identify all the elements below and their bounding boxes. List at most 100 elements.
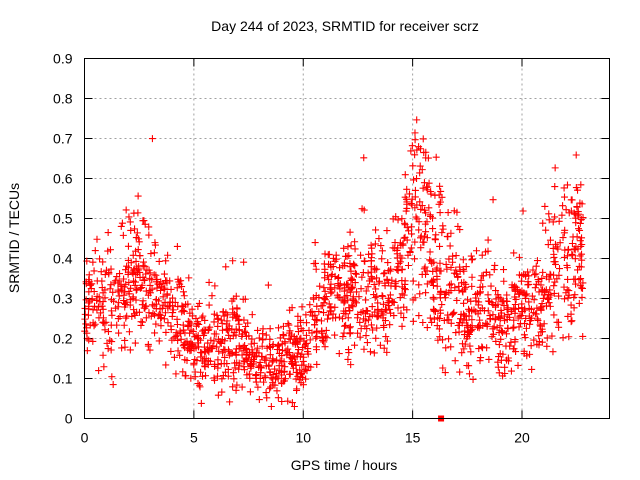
data-point <box>294 372 302 380</box>
data-point <box>370 280 378 288</box>
data-point <box>145 309 153 317</box>
data-point <box>178 308 186 316</box>
data-point <box>131 339 139 347</box>
data-point <box>411 136 419 144</box>
data-point <box>188 312 196 320</box>
data-point <box>169 302 177 310</box>
data-point <box>195 343 203 351</box>
data-point <box>453 208 461 216</box>
data-point <box>329 254 337 262</box>
data-point <box>190 361 198 369</box>
data-point <box>438 301 446 309</box>
data-point <box>342 252 350 260</box>
data-point <box>426 256 434 264</box>
data-point <box>340 329 348 337</box>
data-point <box>452 266 460 274</box>
data-point <box>400 314 408 322</box>
data-point <box>293 334 301 342</box>
data-point <box>524 268 532 276</box>
data-point <box>367 263 375 271</box>
data-point <box>364 283 372 291</box>
data-point <box>465 305 473 313</box>
data-point <box>167 285 175 293</box>
data-point <box>254 326 262 334</box>
data-point <box>118 219 126 227</box>
y-axis-label: SRMTID / TECUs <box>6 183 22 293</box>
data-point <box>530 296 538 304</box>
data-point <box>503 305 511 313</box>
data-point <box>293 387 301 395</box>
data-point <box>365 250 373 258</box>
data-point <box>380 344 388 352</box>
data-point <box>354 310 362 318</box>
data-point <box>214 322 222 330</box>
data-point <box>325 250 333 258</box>
data-point <box>409 296 417 304</box>
data-point <box>155 257 163 265</box>
data-point <box>220 345 228 353</box>
data-point <box>218 375 226 383</box>
data-point <box>351 245 359 253</box>
data-point <box>542 226 550 234</box>
data-point <box>188 305 196 313</box>
data-point <box>510 249 518 257</box>
data-point <box>340 297 348 305</box>
data-point <box>312 259 320 267</box>
data-point <box>145 223 153 231</box>
data-point <box>250 353 258 361</box>
data-point <box>325 276 333 284</box>
data-point <box>176 327 184 335</box>
data-point <box>556 265 564 273</box>
data-point <box>135 308 143 316</box>
data-point <box>449 309 457 317</box>
data-point <box>327 303 335 311</box>
data-point <box>511 286 519 294</box>
data-point <box>529 266 537 274</box>
data-point <box>538 274 546 282</box>
data-point <box>100 319 108 327</box>
data-point <box>85 336 93 344</box>
data-point <box>468 273 476 281</box>
data-point <box>413 116 421 124</box>
data-point <box>495 353 503 361</box>
data-point <box>499 350 507 358</box>
data-point <box>176 351 184 359</box>
data-point <box>157 278 165 286</box>
data-point <box>321 296 329 304</box>
data-point <box>386 291 394 299</box>
data-point <box>284 345 292 353</box>
data-point <box>227 350 235 358</box>
data-point <box>405 190 413 198</box>
data-point <box>353 288 361 296</box>
data-point <box>129 293 137 301</box>
data-point <box>465 330 473 338</box>
data-point <box>98 284 106 292</box>
data-point <box>90 287 98 295</box>
data-point <box>443 232 451 240</box>
data-point <box>194 302 202 310</box>
data-point <box>82 280 90 288</box>
data-point <box>533 257 541 265</box>
data-point <box>341 293 349 301</box>
data-point <box>360 154 368 162</box>
data-point <box>331 331 339 339</box>
data-point <box>531 284 539 292</box>
data-point <box>172 370 180 378</box>
data-point <box>231 310 239 318</box>
data-point <box>99 319 107 327</box>
data-point <box>558 211 566 219</box>
data-point <box>307 363 315 371</box>
data-point <box>544 241 552 249</box>
data-point <box>478 343 486 351</box>
data-point <box>192 314 200 322</box>
data-point <box>177 335 185 343</box>
data-point <box>497 335 505 343</box>
data-point <box>240 258 248 266</box>
data-point <box>347 288 355 296</box>
data-point <box>398 322 406 330</box>
data-point <box>242 323 250 331</box>
data-point <box>373 265 381 273</box>
data-point <box>447 229 455 237</box>
data-point <box>532 310 540 318</box>
data-point <box>283 351 291 359</box>
